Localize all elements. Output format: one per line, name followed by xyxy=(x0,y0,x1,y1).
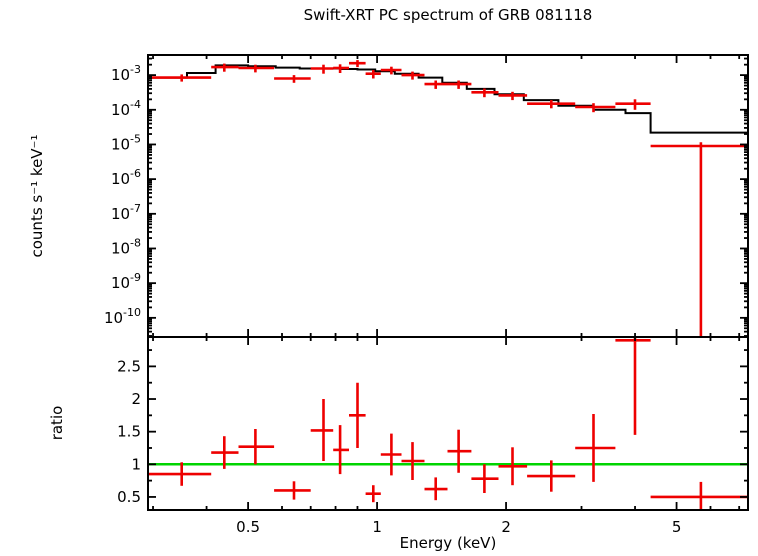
data-point xyxy=(424,477,448,501)
data-point xyxy=(349,382,366,448)
data-point xyxy=(380,433,402,476)
data-point xyxy=(471,88,499,98)
data-point xyxy=(310,399,334,461)
y-tick-label-log: 10-4 xyxy=(111,98,141,119)
data-point xyxy=(527,460,576,492)
data-point xyxy=(498,91,528,101)
data-point xyxy=(575,103,616,113)
data-point xyxy=(615,337,651,435)
data-point xyxy=(310,64,334,74)
data-point xyxy=(365,485,381,503)
y-tick-label-log: 10-9 xyxy=(111,271,141,292)
y-tick-label-ratio: 2.5 xyxy=(117,357,141,375)
x-axis-label: Energy (keV) xyxy=(399,534,497,552)
y-tick-label-ratio: 1.5 xyxy=(117,423,141,441)
y-tick-label-log: 10-6 xyxy=(111,167,141,188)
x-tick-label: 1 xyxy=(372,518,382,536)
data-point xyxy=(238,64,275,73)
x-tick-label: 5 xyxy=(672,518,682,536)
data-point xyxy=(575,414,616,482)
data-point xyxy=(447,80,472,89)
data-point xyxy=(498,447,528,486)
data-point xyxy=(365,70,381,79)
y-tick-label-log: 10-8 xyxy=(111,237,141,258)
y-tick-label-ratio: 1 xyxy=(131,455,141,473)
data-point xyxy=(650,142,748,337)
spectrum-panel-frame xyxy=(147,54,749,338)
ratio-panel-frame xyxy=(147,336,749,511)
data-point xyxy=(274,481,311,500)
data-point xyxy=(447,429,472,473)
data-point xyxy=(148,462,212,486)
data-point xyxy=(401,442,425,480)
spectrum-panel xyxy=(148,60,748,337)
ratio-panel xyxy=(148,337,748,510)
data-point xyxy=(615,99,651,110)
y-tick-label-ratio: 2 xyxy=(131,390,141,408)
data-point xyxy=(650,481,748,510)
axis-ticks xyxy=(148,55,748,510)
y-tick-label-log: 10-3 xyxy=(111,63,141,84)
chart-title: Swift-XRT PC spectrum of GRB 081118 xyxy=(303,6,593,24)
x-tick-label: 2 xyxy=(501,518,511,536)
y-tick-label-ratio: 0.5 xyxy=(117,488,141,506)
data-point xyxy=(211,436,239,469)
data-point xyxy=(471,464,499,493)
y-tick-label-log: 10-5 xyxy=(111,133,141,154)
x-tick-label: 0.5 xyxy=(236,518,260,536)
data-point xyxy=(401,71,425,80)
data-point xyxy=(211,63,239,72)
data-point xyxy=(148,74,212,82)
data-point xyxy=(349,60,366,68)
y-tick-label-log: 10-7 xyxy=(111,202,141,223)
data-point xyxy=(424,80,448,89)
data-point xyxy=(527,100,576,109)
y-tick-label-log: 10-10 xyxy=(104,306,141,327)
tick-labels: 0.5 1 2 5 10-3 10-4 10-5 10-6 10-7 10-8 10-9 10-10 0… xyxy=(104,63,681,536)
model-step-line xyxy=(148,64,748,134)
data-point xyxy=(238,429,275,465)
data-point xyxy=(333,425,349,475)
data-point xyxy=(333,64,349,73)
data-point xyxy=(274,75,311,83)
data-point xyxy=(380,66,402,75)
